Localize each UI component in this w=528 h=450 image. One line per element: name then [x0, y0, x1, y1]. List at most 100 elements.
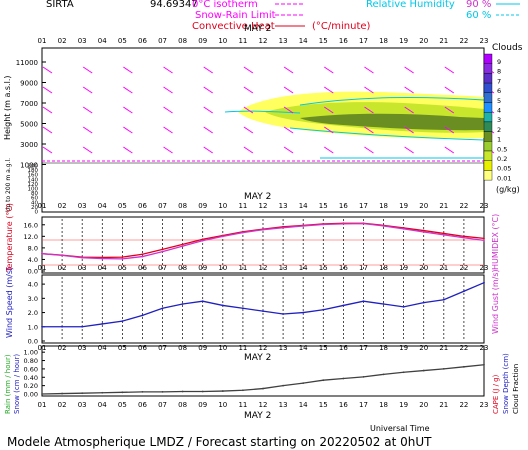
- hour-tick-label: 11: [238, 401, 247, 409]
- legend-convective-label: Convective Heat: [192, 21, 275, 32]
- panel-snow-ylabel: Snow (cm / hour): [13, 354, 21, 414]
- wind-arrow: [444, 86, 455, 94]
- y-tick-label: 16.0: [24, 221, 38, 229]
- panel-cape-ylabel: CAPE (J / g): [492, 374, 500, 414]
- hour-tick-label: 17: [359, 401, 368, 409]
- data-point: [382, 303, 385, 305]
- data-point: [282, 384, 284, 387]
- hour-tick-label: 16: [339, 344, 348, 352]
- data-point: [342, 377, 345, 380]
- cloud-scale-label: 0.01: [497, 174, 511, 182]
- hour-tick-label: 22: [459, 401, 468, 409]
- wind-arrow: [123, 106, 133, 114]
- y-tick-label-low: 100: [28, 187, 39, 193]
- y-tick-label-low: 80: [31, 191, 38, 197]
- cloud-scale-label: 8: [497, 68, 501, 76]
- y-tick-label: 0.60: [24, 365, 38, 373]
- data-point: [161, 307, 164, 310]
- legend-convective-unit: (°C/minute): [312, 21, 371, 32]
- wind-arrow: [243, 86, 254, 94]
- data-point: [442, 368, 445, 370]
- hour-tick-label: 11: [238, 37, 247, 45]
- cloud-scale-swatch: [483, 131, 493, 142]
- data-point: [41, 252, 43, 255]
- data-point: [402, 227, 405, 230]
- hour-tick-label: 20: [419, 37, 428, 45]
- wind-arrow: [82, 146, 93, 154]
- data-point: [121, 257, 124, 260]
- wind-arrow: [203, 66, 214, 74]
- hour-tick-label: 05: [118, 344, 127, 352]
- data-point: [463, 290, 465, 293]
- data-point: [483, 363, 485, 366]
- hour-tick-label: 20: [419, 401, 428, 409]
- data-point: [161, 250, 164, 253]
- data-point: [41, 325, 43, 328]
- panel-rain-ylabel: Rain (mm / hour): [4, 354, 12, 414]
- hour-tick-label: 14: [299, 344, 308, 352]
- cloud-scale-swatch: [483, 92, 493, 103]
- cloud-scale-label: 9: [497, 58, 501, 66]
- legend-isotherm-label: 0°C isotherm: [192, 0, 258, 10]
- y-tick-label-low: 200: [28, 164, 39, 170]
- hour-tick-label: 12: [259, 401, 268, 409]
- hour-tick-label: 15: [319, 401, 328, 409]
- y-tick-label: 0.00: [24, 391, 38, 399]
- hour-tick-label: 02: [58, 401, 67, 409]
- wind-arrow: [364, 86, 374, 94]
- y-tick-label: 1000: [20, 162, 38, 170]
- y-tick-label: 12.0: [24, 233, 38, 241]
- hour-tick-label: 07: [158, 202, 167, 210]
- panel-temperature-ylabel: Temperature (°C): [5, 203, 14, 273]
- wind-arrow: [123, 146, 133, 154]
- data-point: [141, 255, 144, 258]
- wind-arrow: [444, 126, 455, 134]
- cloud-scale-swatch: [483, 102, 493, 113]
- data-point: [302, 225, 305, 227]
- hour-tick-label: 04: [98, 37, 107, 45]
- wind-arrow: [404, 86, 414, 94]
- hour-tick-label: 03: [78, 401, 87, 409]
- y-tick-label: 0.80: [24, 357, 38, 365]
- hour-tick-label: 05: [118, 401, 127, 409]
- hour-tick-label: 02: [58, 202, 67, 210]
- wind-arrow: [323, 146, 334, 154]
- data-point: [81, 325, 84, 328]
- hour-tick-label: 22: [459, 344, 468, 352]
- data-point: [141, 253, 144, 256]
- y-tick-label: 0.0: [28, 338, 38, 346]
- rh-contour: [224, 110, 301, 114]
- data-point: [322, 223, 325, 226]
- hour-tick-label: 21: [439, 401, 448, 409]
- data-point: [242, 231, 244, 234]
- y-tick-label: 3.0: [28, 295, 38, 303]
- y-tick-label-low: 60: [31, 196, 38, 202]
- hour-tick-label: 09: [198, 344, 207, 352]
- y-tick-label: 5000: [20, 121, 38, 129]
- data-point: [181, 243, 184, 246]
- data-point: [81, 256, 84, 259]
- data-point: [121, 320, 124, 322]
- hour-tick-label: 13: [279, 401, 288, 409]
- hour-tick-label: 21: [439, 37, 448, 45]
- legend-rh-60: 60 %: [466, 10, 491, 21]
- y-tick-label: 4.0: [28, 256, 38, 264]
- hour-tick-label: 08: [178, 202, 187, 210]
- cloud-scale-label: 7: [497, 77, 501, 85]
- cloud-scale-swatch: [483, 170, 493, 181]
- wind-arrow: [42, 66, 53, 74]
- hour-tick-label: 08: [178, 401, 187, 409]
- hour-tick-label: 06: [138, 37, 147, 45]
- hour-tick-label: 12: [259, 37, 268, 45]
- wind-arrow: [82, 126, 93, 134]
- wind-arrow: [404, 66, 414, 74]
- cloud-scale-swatch: [483, 150, 493, 161]
- hour-tick-label: 05: [118, 37, 127, 45]
- cloud-scale-swatch: [483, 63, 493, 74]
- hour-tick-label: 10: [218, 202, 227, 210]
- hour-tick-label: 08: [178, 344, 187, 352]
- y-tick-label: 7000: [20, 100, 38, 108]
- clouds-unit: (g/kg): [496, 185, 520, 194]
- data-point: [483, 281, 485, 284]
- cloud-scale-label: 0.5: [497, 145, 507, 153]
